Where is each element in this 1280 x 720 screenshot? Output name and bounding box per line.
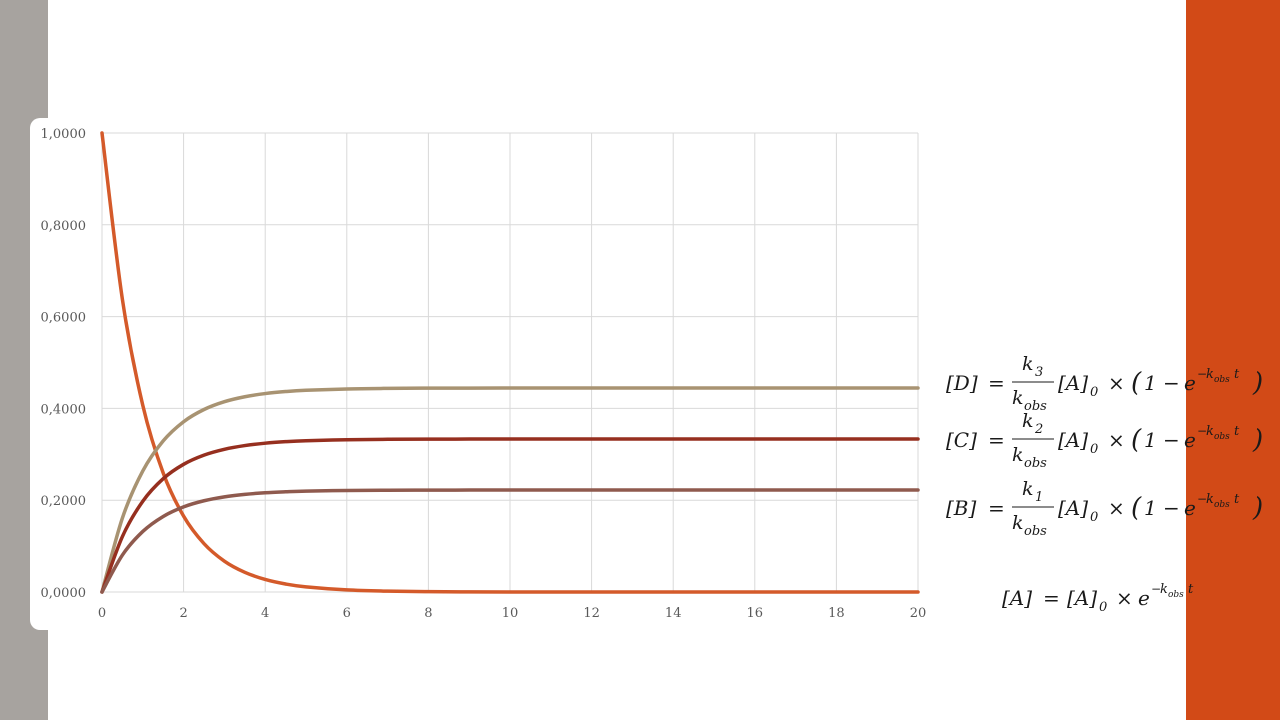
eq-a-exp-sub: obs (1168, 590, 1184, 600)
equation-a: [A] = [A] 0 × e − k obs t (1002, 582, 1194, 615)
eq-a-e: e (1138, 586, 1150, 610)
eq-d-exp-sub: obs (1214, 375, 1230, 385)
series-line-4 (100, 488, 920, 594)
x-tick-label: 12 (583, 606, 600, 621)
y-tick-label: 0,6000 (41, 311, 87, 326)
eq-b-den-sub: obs (1024, 524, 1047, 539)
eq-c-exp-t: t (1234, 424, 1240, 439)
chart-panel: 0 2 4 6 8 10 12 14 16 18 20 0,0000 0,2000 0,4000 0,600… (30, 118, 935, 630)
series-line-1 (100, 131, 920, 594)
y-tick-label: 0,0000 (41, 586, 87, 601)
x-tick-label: 16 (747, 606, 764, 621)
x-tick-label: 0 (98, 606, 106, 621)
x-tick-label: 6 (343, 606, 351, 621)
eq-d-lhs: [D] (946, 371, 978, 395)
eq-d-exp-t: t (1234, 367, 1240, 382)
eq-b-one: 1 (1144, 496, 1157, 520)
eq-c-den: k (1012, 444, 1024, 466)
eq-d-paren-close: ) (1252, 368, 1263, 398)
eq-a-exp-t: t (1188, 582, 1194, 597)
y-tick-label: 0,4000 (41, 402, 87, 417)
eq-b-lhs: [B] (946, 496, 977, 520)
eq-d-equals: = (988, 371, 1005, 395)
x-tick-label: 20 (910, 606, 927, 621)
eq-c-paren-open: ( (1131, 425, 1142, 455)
eq-c-exp-sub: obs (1214, 432, 1230, 442)
eq-c-rhs: [A] (1058, 428, 1088, 452)
x-tick-label: 18 (828, 606, 845, 621)
x-tick-label: 14 (665, 606, 682, 621)
y-tick-label: 0,8000 (41, 219, 87, 234)
x-tick-label: 10 (502, 606, 519, 621)
kinetics-line-chart: 0 2 4 6 8 10 12 14 16 18 20 0,0000 0,2000 0,4000 0,600… (41, 127, 927, 621)
series-line-2 (100, 386, 920, 594)
x-tick-label: 8 (424, 606, 432, 621)
x-tick-label: 2 (179, 606, 187, 621)
eq-b-num: k (1022, 478, 1034, 500)
eq-b-exp-t: t (1234, 492, 1240, 507)
eq-a-rhs-sub: 0 (1099, 600, 1107, 615)
eq-a-rhs: [A] (1067, 586, 1097, 610)
eq-c-num: k (1022, 410, 1034, 432)
eq-b-rhs-sub: 0 (1090, 510, 1098, 525)
eq-d-times: × (1108, 371, 1125, 395)
eq-c-one: 1 (1144, 428, 1157, 452)
x-tick-label: 4 (261, 606, 269, 621)
eq-c-minus: − (1163, 428, 1180, 452)
series-line-3 (100, 437, 920, 594)
eq-b-equals: = (988, 496, 1005, 520)
eq-b-paren-close: ) (1252, 493, 1263, 523)
eq-a-equals: = (1043, 586, 1060, 610)
eq-b-exp-sub: obs (1214, 500, 1230, 510)
eq-b-rhs: [A] (1058, 496, 1088, 520)
eq-b-times: × (1108, 496, 1125, 520)
eq-c-paren-close: ) (1252, 425, 1263, 455)
eq-a-lhs: [A] (1002, 586, 1032, 610)
eq-d-den: k (1012, 387, 1024, 409)
eq-b-exp-k: k (1206, 492, 1214, 507)
eq-d-rhs: [A] (1058, 371, 1088, 395)
eq-d-e: e (1184, 371, 1196, 395)
eq-b-den: k (1012, 512, 1024, 534)
eq-c-equals: = (988, 428, 1005, 452)
eq-c-lhs: [C] (946, 428, 977, 452)
eq-c-e: e (1184, 428, 1196, 452)
eq-b-exp-minus: − (1197, 492, 1207, 506)
eq-b-e: e (1184, 496, 1196, 520)
equation-c: [C] = k 2 k obs [A] 0 × ( 1 − e − k obs … (946, 410, 1263, 471)
eq-b-paren-open: ( (1131, 493, 1142, 523)
eq-b-num-sub: 1 (1035, 490, 1043, 505)
eq-d-exp-minus: − (1197, 367, 1207, 381)
eq-c-den-sub: obs (1024, 456, 1047, 471)
eq-a-exp-minus: − (1151, 582, 1161, 596)
eq-a-exp-k: k (1160, 582, 1168, 597)
right-accent-bar (1186, 0, 1280, 720)
eq-b-minus: − (1163, 496, 1180, 520)
y-tick-label: 0,2000 (41, 494, 87, 509)
y-tick-label: 1,0000 (41, 127, 87, 142)
eq-d-num: k (1022, 353, 1034, 375)
eq-d-minus: − (1163, 371, 1180, 395)
eq-d-paren-open: ( (1131, 368, 1142, 398)
eq-d-den-sub: obs (1024, 399, 1047, 414)
eq-c-exp-k: k (1206, 424, 1214, 439)
eq-c-exp-minus: − (1197, 424, 1207, 438)
eq-d-num-sub: 3 (1035, 365, 1043, 380)
eq-d-exp-k: k (1206, 367, 1214, 382)
equation-d: [D] = k 3 k obs [A] 0 × ( 1 − e − k obs … (946, 353, 1263, 414)
eq-d-rhs-sub: 0 (1090, 385, 1098, 400)
eq-c-times: × (1108, 428, 1125, 452)
eq-c-num-sub: 2 (1034, 422, 1043, 437)
equation-b: [B] = k 1 k obs [A] 0 × ( 1 − e − k obs … (946, 478, 1263, 539)
eq-c-rhs-sub: 0 (1090, 442, 1098, 457)
eq-d-one: 1 (1144, 371, 1157, 395)
eq-a-times: × (1116, 586, 1133, 610)
